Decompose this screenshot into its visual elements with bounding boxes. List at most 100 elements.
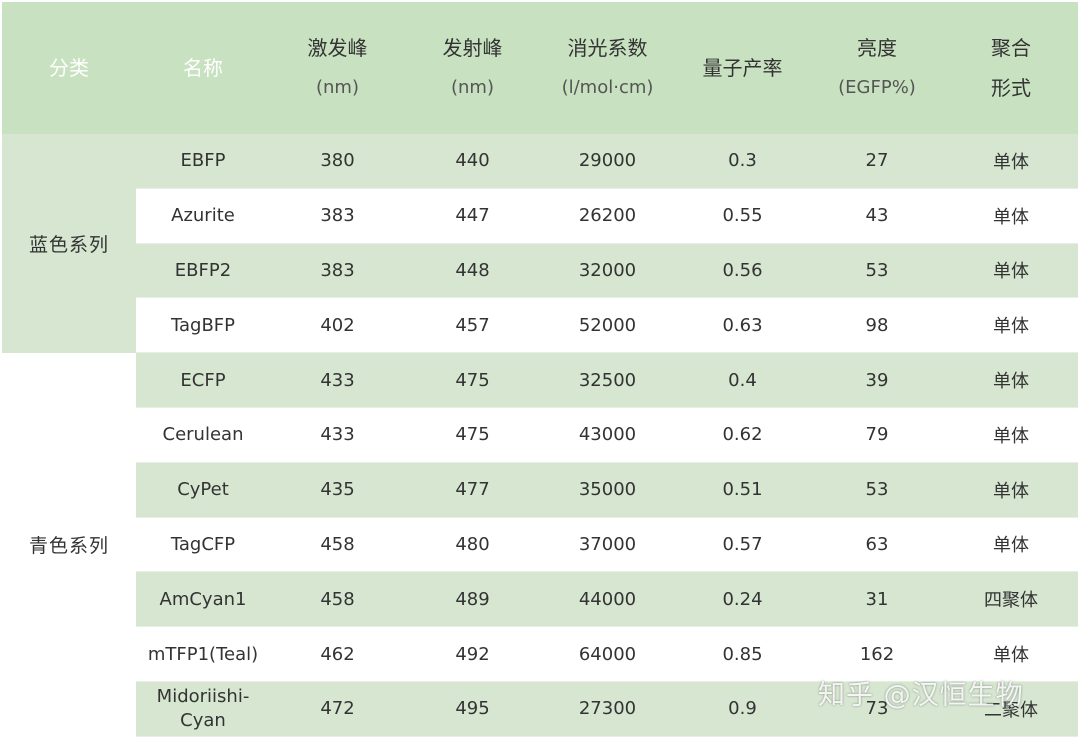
emission-cell: 495 [405, 681, 540, 737]
emission-cell: 492 [405, 626, 540, 682]
table-row: EBFP2 383 448 32000 0.56 53 单体 [2, 243, 1078, 299]
protein-name: Midoriishi- Cyan [136, 681, 270, 737]
form-cell: 单体 [944, 407, 1078, 463]
header-quantum-yield: 量子产率 [675, 2, 810, 134]
header-excitation: 激发峰 (nm) [270, 2, 405, 134]
quantum-yield-cell: 0.62 [675, 407, 810, 463]
form-cell: 单体 [944, 297, 1078, 354]
protein-name: EBFP2 [136, 243, 270, 299]
table-row: mTFP1(Teal) 462 492 64000 0.85 162 单体 [2, 626, 1078, 682]
table-row: 蓝色系列 EBFP 380 440 29000 0.3 27 单体 [2, 134, 1078, 353]
emission-cell: 475 [405, 352, 540, 408]
excitation-cell: 383 [270, 243, 405, 299]
quantum-yield-cell: 0.4 [675, 352, 810, 408]
brightness-cell: 27 [810, 134, 944, 189]
quantum-yield-cell: 0.63 [675, 297, 810, 354]
emission-cell: 489 [405, 571, 540, 628]
table-row: Azurite 383 447 26200 0.55 43 单体 [2, 188, 1078, 244]
form-cell: 单体 [944, 243, 1078, 299]
quantum-yield-cell: 0.56 [675, 243, 810, 299]
protein-name: TagBFP [136, 297, 270, 354]
form-cell: 单体 [944, 134, 1078, 189]
brightness-cell: 98 [810, 297, 944, 354]
table-row: Cerulean 433 475 43000 0.62 79 单体 [2, 407, 1078, 463]
emission-cell: 477 [405, 462, 540, 518]
header-row: 分类 名称 激发峰 (nm) 发射峰 (nm) 消光系数 (l/mol·cm) 量子产… [2, 2, 1078, 134]
header-brightness: 亮度 (EGFP%) [810, 2, 944, 134]
brightness-cell: 53 [810, 462, 944, 518]
protein-name-line-1: Midoriishi- [156, 685, 250, 707]
header-aggregation: 聚合 形式 [944, 2, 1078, 134]
table-row: AmCyan1 458 489 44000 0.24 31 四聚体 [2, 571, 1078, 628]
extinction-cell: 43000 [540, 407, 675, 463]
quantum-yield-cell: 0.51 [675, 462, 810, 518]
protein-name: AmCyan1 [136, 571, 270, 628]
excitation-cell: 383 [270, 188, 405, 244]
brightness-cell: 39 [810, 352, 944, 408]
emission-cell: 448 [405, 243, 540, 299]
brightness-cell: 31 [810, 571, 944, 628]
brightness-cell: 73 [810, 681, 944, 737]
quantum-yield-cell: 0.57 [675, 517, 810, 573]
protein-name: Azurite [136, 188, 270, 244]
excitation-cell: 380 [270, 134, 405, 189]
form-cell: 单体 [944, 626, 1078, 682]
table-row: TagBFP 402 457 52000 0.63 98 单体 [2, 297, 1078, 354]
brightness-cell: 43 [810, 188, 944, 244]
emission-cell: 457 [405, 297, 540, 354]
emission-cell: 440 [405, 134, 540, 189]
table-row: CyPet 435 477 35000 0.51 53 单体 [2, 462, 1078, 518]
excitation-cell: 472 [270, 681, 405, 737]
extinction-cell: 64000 [540, 626, 675, 682]
category-cell: 青色系列 [2, 352, 136, 737]
quantum-yield-cell: 0.85 [675, 626, 810, 682]
excitation-cell: 433 [270, 407, 405, 463]
quantum-yield-cell: 0.9 [675, 681, 810, 737]
quantum-yield-cell: 0.24 [675, 571, 810, 628]
table-row: TagCFP 458 480 37000 0.57 63 单体 [2, 517, 1078, 573]
excitation-cell: 458 [270, 517, 405, 573]
header-emission: 发射峰 (nm) [405, 2, 540, 134]
protein-name: mTFP1(Teal) [136, 626, 270, 682]
brightness-cell: 79 [810, 407, 944, 463]
header-name: 名称 [136, 2, 270, 134]
excitation-cell: 435 [270, 462, 405, 518]
extinction-cell: 29000 [540, 134, 675, 189]
table-row: Midoriishi- Cyan 472 495 27300 0.9 73 二聚… [2, 681, 1078, 737]
form-cell: 单体 [944, 517, 1078, 573]
brightness-cell: 63 [810, 517, 944, 573]
form-cell: 单体 [944, 352, 1078, 408]
emission-cell: 475 [405, 407, 540, 463]
extinction-cell: 26200 [540, 188, 675, 244]
quantum-yield-cell: 0.55 [675, 188, 810, 244]
protein-name: EBFP [136, 134, 270, 189]
excitation-cell: 433 [270, 352, 405, 408]
protein-name: Cerulean [136, 407, 270, 463]
protein-name-line-2: Cyan [180, 709, 226, 731]
watermark: 知乎 @汉恒生物 [818, 680, 1024, 711]
emission-cell: 480 [405, 517, 540, 573]
extinction-cell: 35000 [540, 462, 675, 518]
extinction-cell: 27300 [540, 681, 675, 737]
header-category: 分类 [2, 2, 136, 134]
protein-name: CyPet [136, 462, 270, 518]
excitation-cell: 402 [270, 297, 405, 354]
category-cell: 蓝色系列 [2, 134, 136, 353]
protein-name: ECFP [136, 352, 270, 408]
protein-name: TagCFP [136, 517, 270, 573]
brightness-cell: 53 [810, 243, 944, 299]
form-cell: 四聚体 [944, 571, 1078, 628]
excitation-cell: 462 [270, 626, 405, 682]
brightness-cell: 162 [810, 626, 944, 682]
excitation-cell: 458 [270, 571, 405, 628]
extinction-cell: 32000 [540, 243, 675, 299]
extinction-cell: 44000 [540, 571, 675, 628]
form-cell: 单体 [944, 462, 1078, 518]
quantum-yield-cell: 0.3 [675, 134, 810, 189]
emission-cell: 447 [405, 188, 540, 244]
extinction-cell: 37000 [540, 517, 675, 573]
header-extinction: 消光系数 (l/mol·cm) [540, 2, 675, 134]
extinction-cell: 32500 [540, 352, 675, 408]
table-row: 青色系列 ECFP 433 475 32500 0.4 39 单体 [2, 352, 1078, 737]
